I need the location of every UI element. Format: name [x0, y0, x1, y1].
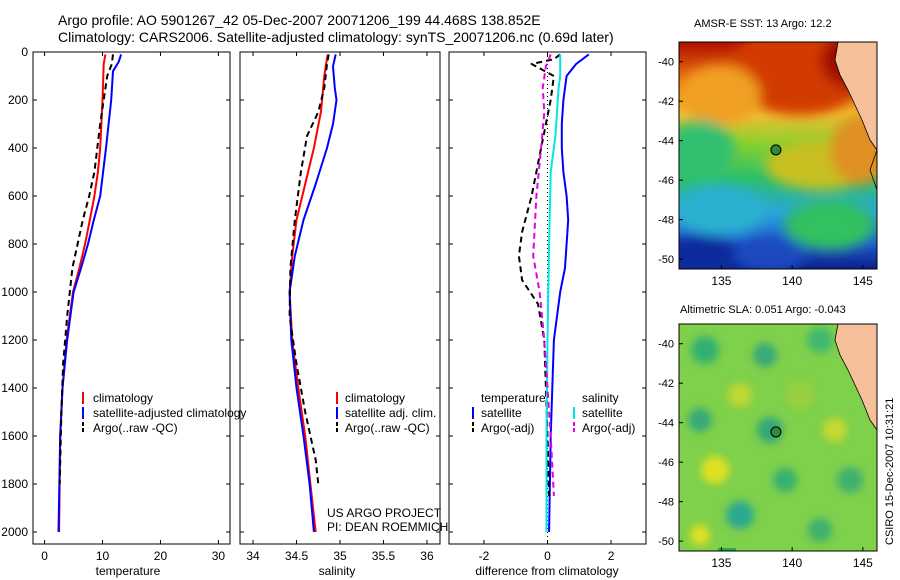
- map-x-tick-label: 135: [711, 556, 731, 570]
- x-tick-label: 0: [41, 549, 48, 563]
- legend-heading-salinity: salinity: [582, 391, 619, 405]
- salinity-axes-box: [239, 51, 441, 545]
- sst-map-frame: [678, 41, 878, 270]
- sla-map-title: Altimetric SLA: 0.051 Argo: -0.043: [680, 304, 846, 316]
- x-tick-label: 30: [212, 549, 226, 563]
- y-tick-label: 200: [8, 93, 28, 107]
- salinity-xlabel: salinity: [319, 564, 356, 578]
- x-tick-label: 20: [154, 549, 168, 563]
- difference-xlabel: difference from climatology: [475, 564, 618, 578]
- y-tick-label: 400: [8, 141, 28, 155]
- y-tick-label: 1200: [1, 333, 28, 347]
- x-tick-label: 34: [246, 549, 260, 563]
- y-tick-label: 0: [21, 45, 28, 59]
- sst-map: -40 -42 -44 -46 -48 -50 135 140 145: [658, 41, 878, 288]
- map-y-tick-label: -44: [658, 136, 674, 148]
- series-line: [548, 53, 590, 533]
- sst-map-axes: -40 -42 -44 -46 -48 -50 135 140 145: [658, 57, 873, 288]
- argo-position-marker: [770, 426, 782, 438]
- sst-map-title: AMSR-E SST: 13 Argo: 12.2: [694, 18, 832, 30]
- x-tick-label: 0: [544, 549, 551, 563]
- temperature-xlabel: temperature: [96, 564, 161, 578]
- series-line: [517, 53, 561, 497]
- x-tick-label: 36: [420, 549, 434, 563]
- map-y-tick-label: -50: [658, 536, 674, 548]
- difference-panel: -2 0 2 difference from climatology: [448, 51, 647, 578]
- legend-label-climatology: climatology: [93, 391, 153, 405]
- temperature-axes-box: [32, 51, 231, 545]
- legend-heading-temperature: temperature: [481, 391, 546, 405]
- map-y-tick-label: -46: [658, 175, 674, 187]
- legend-label-argo: Argo(..raw -QC): [345, 421, 430, 435]
- sla-map-frame: [678, 323, 878, 552]
- difference-plot: -2 0 2: [449, 51, 646, 563]
- temperature-panel: 0 200 400 600 800 1000 1200 1400 1600 1800 2000 0 10…: [1, 45, 231, 578]
- map-y-tick-label: -42: [658, 96, 674, 108]
- x-tick-label: 10: [96, 549, 110, 563]
- y-tick-label: 600: [8, 189, 28, 203]
- legend-label-climatology: climatology: [345, 391, 405, 405]
- difference-legend: temperature satellite Argo(-adj) salinit…: [472, 391, 635, 435]
- pi-label: PI: DEAN ROEMMICH: [327, 520, 448, 534]
- y-tick-label: 2000: [1, 525, 28, 539]
- y-tick-label: 1800: [1, 477, 28, 491]
- y-tick-label: 1000: [1, 285, 28, 299]
- map-y-tick-label: -42: [658, 378, 674, 390]
- legend-label-satellite: satellite adj. clim.: [345, 406, 436, 420]
- legend-label-temp-satellite: satellite: [481, 406, 522, 420]
- series-line: [288, 54, 330, 485]
- y-tick-label: 1400: [1, 381, 28, 395]
- map-y-tick-label: -46: [658, 457, 674, 469]
- map-y-tick-label: -48: [658, 215, 674, 227]
- map-y-tick-label: -40: [658, 57, 674, 69]
- project-label: US ARGO PROJECT: [327, 506, 442, 520]
- legend-label-argo: Argo(..raw -QC): [93, 421, 178, 435]
- legend-label-satellite: satellite-adjusted climatology: [93, 406, 246, 420]
- legend-label-sal-satellite: satellite: [582, 406, 623, 420]
- map-x-tick-label: 145: [853, 274, 873, 288]
- x-tick-label: 34.5: [285, 549, 309, 563]
- map-y-tick-label: -50: [658, 254, 674, 266]
- argo-position-marker: [770, 144, 782, 156]
- sla-field: [679, 324, 877, 551]
- map-x-tick-label: 135: [711, 274, 731, 288]
- series-line: [532, 54, 555, 497]
- legend-label-sal-argo: Argo(-adj): [582, 421, 635, 435]
- x-tick-label: 35.5: [372, 549, 396, 563]
- map-x-tick-label: 140: [782, 556, 802, 570]
- figure-title-line2: Climatology: CARS2006. Satellite-adjuste…: [58, 29, 614, 45]
- temperature-legend: climatology satellite-adjusted climatolo…: [82, 391, 246, 435]
- salinity-plot: 34 34.5 35 35.5 36: [240, 51, 440, 563]
- x-tick-label: 2: [608, 549, 615, 563]
- sst-field: [679, 42, 877, 269]
- y-tick-label: 1600: [1, 429, 28, 443]
- map-y-tick-label: -48: [658, 497, 674, 509]
- sla-map-axes: -40 -42 -44 -46 -48 -50 135 140 145: [658, 339, 873, 570]
- x-tick-label: 35: [333, 549, 347, 563]
- sla-map: -40 -42 -44 -46 -48 -50 135 140 145: [658, 323, 878, 570]
- salinity-panel: 34 34.5 35 35.5 36 salinity: [239, 51, 441, 578]
- salinity-legend: climatology satellite adj. clim. Argo(..…: [336, 391, 436, 435]
- credit-label: CSIRO 15-Dec-2007 10:31:21: [884, 397, 896, 545]
- temperature-plot: 0 200 400 600 800 1000 1200 1400 1600 1800 2000 0 10…: [1, 45, 230, 563]
- figure-title-line1: Argo profile: AO 5901267_42 05-Dec-2007 …: [58, 12, 541, 28]
- map-y-tick-label: -40: [658, 339, 674, 351]
- series-line: [288, 54, 338, 533]
- map-y-tick-label: -44: [658, 418, 674, 430]
- series-line: [288, 54, 329, 533]
- legend-label-temp-argo: Argo(-adj): [481, 421, 534, 435]
- map-x-tick-label: 145: [853, 556, 873, 570]
- y-tick-label: 800: [8, 237, 28, 251]
- map-x-tick-label: 140: [782, 274, 802, 288]
- x-tick-label: -2: [479, 549, 490, 563]
